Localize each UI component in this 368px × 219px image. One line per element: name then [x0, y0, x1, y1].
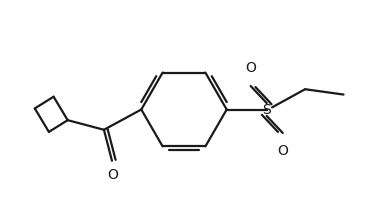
Text: O: O [107, 168, 118, 182]
Text: O: O [277, 144, 288, 158]
Text: S: S [262, 102, 271, 117]
Text: O: O [245, 61, 256, 75]
